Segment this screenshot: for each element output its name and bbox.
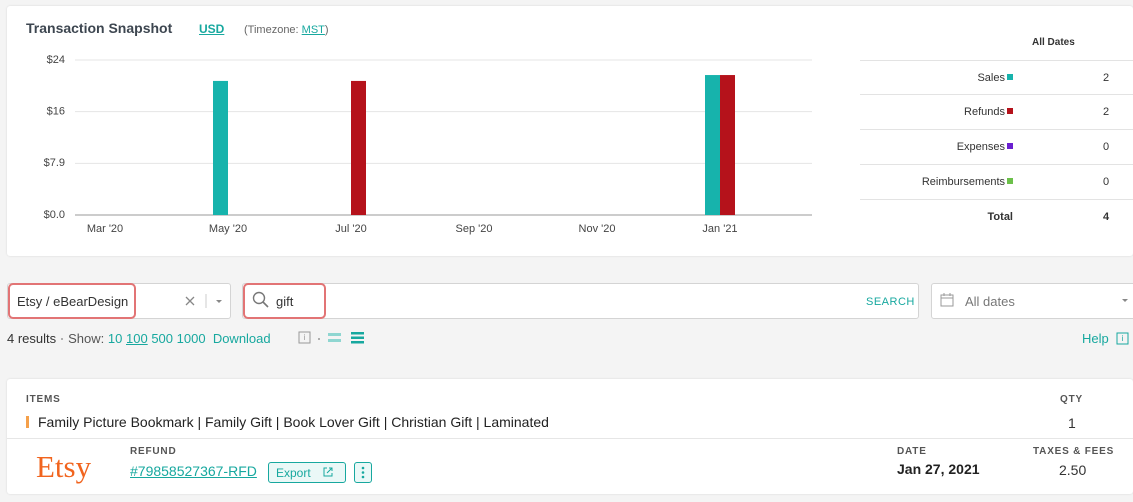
download-link[interactable]: Download — [212, 331, 271, 346]
dropdown-arrow — [1122, 299, 1128, 302]
export-label: Export — [276, 466, 311, 480]
items-label: ITEMS — [26, 394, 61, 405]
summary-label: Expenses — [956, 141, 1005, 153]
summary-row: Sales 2 — [860, 60, 1133, 95]
result-card — [7, 379, 1133, 494]
highlight — [8, 283, 136, 319]
order-id[interactable]: #79858527367-RFD — [130, 463, 257, 479]
help-icon: i — [1116, 332, 1129, 345]
item-qty: 1 — [1068, 415, 1076, 431]
bar — [213, 80, 228, 215]
page-size[interactable]: 10 — [107, 331, 123, 346]
summary-label: Refunds — [964, 106, 1005, 118]
bar — [351, 80, 366, 215]
x-tick-label: Jul '20 — [335, 223, 366, 235]
divider — [7, 438, 1133, 439]
timezone-prefix: (Timezone: — [244, 24, 299, 36]
source-select[interactable] — [7, 283, 231, 319]
chart: $0.0 $7.9 $16 $24 Mar '20 May '20 Jul '20 Sep '… — [44, 54, 812, 235]
bar — [720, 75, 735, 215]
summary-total-label: Total — [987, 211, 1013, 223]
taxes-label: TAXES & FEES — [1033, 446, 1115, 457]
x-tick-label: Mar '20 — [87, 223, 123, 235]
type-label: REFUND — [130, 446, 177, 457]
date-value: All dates — [965, 294, 1015, 309]
summary-count: 0 — [1103, 141, 1110, 153]
external-icon — [323, 467, 333, 477]
search-button[interactable]: SEARCH — [866, 296, 915, 308]
page-size[interactable]: 100 — [126, 331, 148, 346]
x-tick-label: Nov '20 — [579, 223, 616, 235]
show-label: Show: — [68, 331, 105, 346]
page-size[interactable]: 1000 — [176, 331, 206, 346]
timezone-suffix: ) — [324, 24, 329, 36]
snapshot-card — [7, 6, 1133, 256]
select-controls[interactable] — [180, 292, 228, 310]
summary-count: 2 — [1103, 106, 1110, 118]
item-title: Family Picture Bookmark | Family Gift | … — [38, 414, 549, 430]
result-count: 4 results — [7, 331, 57, 346]
timezone-link[interactable]: MST — [301, 24, 325, 36]
x-tick-label: Jan '21 — [702, 223, 737, 235]
help-link[interactable]: Help — [1082, 331, 1109, 346]
source-value: Etsy / eBearDesign — [17, 294, 129, 309]
summary-row: Refunds 2 — [860, 94, 1133, 129]
date: Jan 27, 2021 — [897, 461, 980, 477]
store-logo: Etsy — [36, 449, 92, 484]
bar — [705, 75, 720, 215]
search-icon — [252, 291, 269, 308]
highlight — [243, 283, 326, 319]
summary-total: 4 — [1103, 211, 1110, 223]
summary-label: Reimbursements — [921, 176, 1005, 188]
summary-header: All Dates — [1032, 37, 1075, 48]
date-label: DATE — [897, 446, 927, 457]
timezone: (Timezone: MST) — [244, 24, 329, 36]
item-marker — [26, 416, 29, 428]
y-tick-label: $0.0 — [44, 209, 65, 221]
export-button[interactable] — [268, 462, 346, 483]
currency-link[interactable]: USD — [199, 22, 225, 36]
search-query: gift — [276, 294, 294, 309]
summary-count: 2 — [1103, 72, 1110, 84]
date-select[interactable] — [931, 283, 1133, 319]
y-tick-label: $16 — [47, 106, 65, 118]
search-box[interactable] — [242, 283, 919, 319]
y-tick-label: $24 — [47, 54, 65, 66]
snapshot-title: Transaction Snapshot — [26, 20, 173, 36]
view-icons[interactable]: i — [298, 331, 370, 345]
page-size[interactable]: 500 — [151, 331, 174, 346]
x-tick-label: May '20 — [209, 223, 247, 235]
summary-row: Reimbursements 0 — [860, 164, 1133, 199]
x-tick-label: Sep '20 — [456, 223, 493, 235]
summary-total-row: Total 4 — [860, 199, 1133, 234]
summary-count: 0 — [1103, 176, 1110, 188]
svg-text:i: i — [304, 333, 306, 342]
results-bar: 4 results Show: 10 100 500 1000 Download — [7, 331, 271, 346]
summary-row: Expenses 0 — [860, 129, 1133, 164]
calendar-icon — [940, 293, 954, 307]
y-tick-label: $7.9 — [44, 157, 65, 169]
svg-text:i: i — [1122, 334, 1124, 343]
kebab-icon — [361, 466, 365, 479]
summary-label: Sales — [977, 72, 1005, 84]
taxes: 2.50 — [1059, 462, 1087, 478]
qty-label: QTY — [1060, 394, 1083, 405]
